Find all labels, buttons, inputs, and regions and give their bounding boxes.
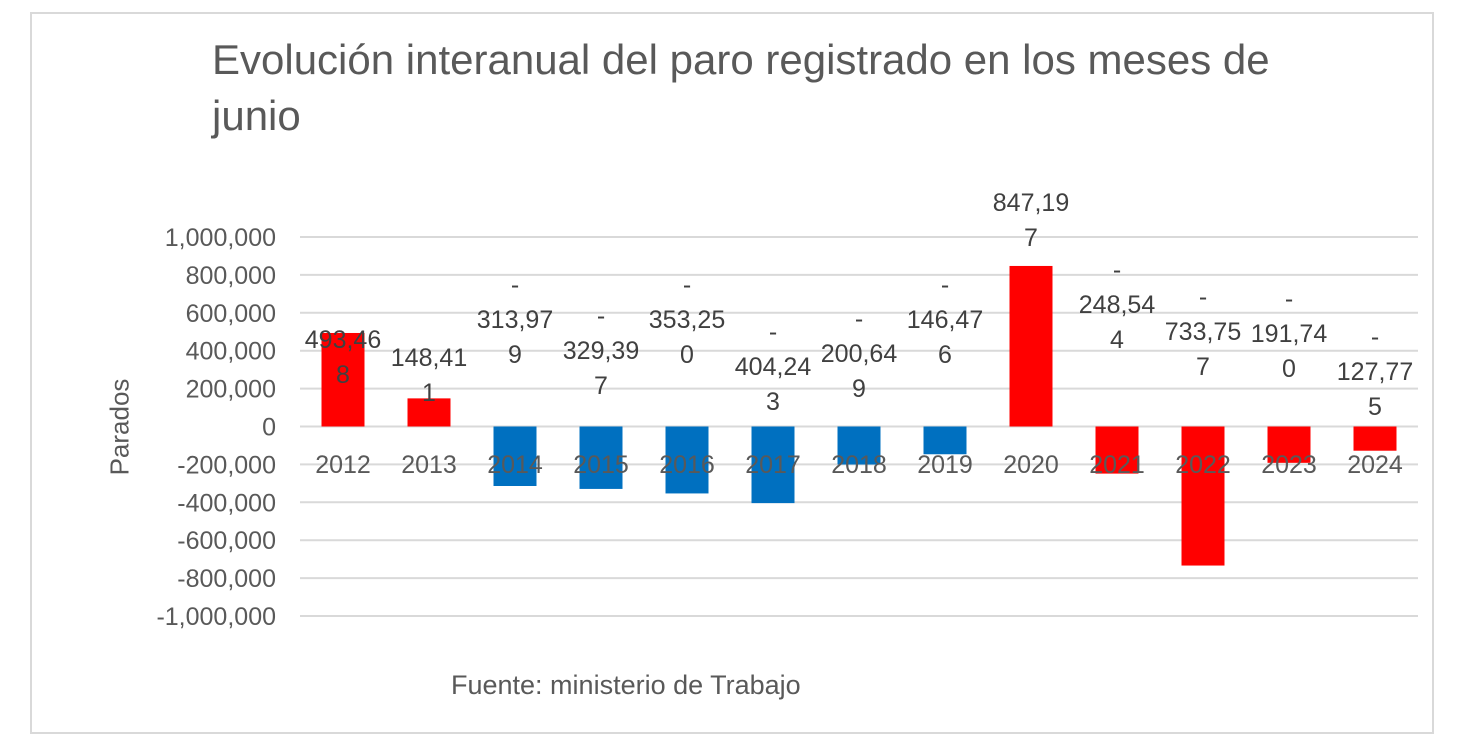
data-label-2020: 847,19 7 bbox=[993, 189, 1069, 252]
data-label-line: 127,77 bbox=[1337, 358, 1413, 386]
x-tick-label: 2013 bbox=[401, 451, 457, 479]
data-label-line: - bbox=[597, 302, 605, 330]
bar-2015 bbox=[579, 426, 623, 489]
data-label-2017: - 404,24 3 bbox=[735, 318, 812, 416]
data-label-2012: 493,46 8 bbox=[305, 326, 381, 389]
x-tick-label: 2019 bbox=[917, 451, 973, 479]
y-tick-label: 600,000 bbox=[186, 300, 276, 328]
bar-2021 bbox=[1095, 426, 1139, 474]
bar-2014 bbox=[493, 426, 537, 486]
data-label-2024: - 127,77 5 bbox=[1337, 323, 1413, 421]
data-label-line: 3 bbox=[766, 388, 780, 416]
data-label-line: - bbox=[683, 271, 691, 299]
y-tick-label: 200,000 bbox=[186, 376, 276, 404]
bar-2019 bbox=[923, 426, 967, 455]
data-label-2016: - 353,25 0 bbox=[649, 271, 725, 369]
x-tick-label: 2017 bbox=[745, 451, 801, 479]
data-label-line: - bbox=[941, 271, 949, 299]
data-label-line: 404,24 bbox=[735, 353, 812, 381]
data-label-line: 0 bbox=[680, 341, 694, 369]
x-tick-label: 2020 bbox=[1003, 451, 1059, 479]
y-tick-label: -200,000 bbox=[177, 451, 276, 479]
y-tick-label: 0 bbox=[262, 414, 276, 442]
y-tick-label: 400,000 bbox=[186, 338, 276, 366]
y-tick-label: -400,000 bbox=[177, 489, 276, 517]
data-label-line: 0 bbox=[1282, 355, 1296, 383]
data-label-line: - bbox=[1199, 283, 1207, 311]
data-label-2015: - 329,39 7 bbox=[563, 302, 639, 400]
data-label-line: 353,25 bbox=[649, 306, 725, 334]
source-note: Fuente: ministerio de Trabajo bbox=[451, 670, 801, 700]
data-label-line: 148,41 bbox=[391, 344, 467, 372]
chart-title: Evolución interanual del paro registrado… bbox=[212, 36, 1270, 139]
data-label-2022: - 733,75 7 bbox=[1165, 283, 1241, 381]
data-label-line: 313,97 bbox=[477, 306, 553, 334]
y-tick-label: -600,000 bbox=[177, 527, 276, 555]
data-label-line: 146,47 bbox=[907, 306, 983, 334]
data-label-line: 1 bbox=[422, 379, 436, 407]
data-label-2021: - 248,54 4 bbox=[1079, 256, 1156, 354]
x-tick-label: 2014 bbox=[487, 451, 543, 479]
data-label-line: - bbox=[1371, 323, 1379, 351]
y-tick-label: -800,000 bbox=[177, 565, 276, 593]
bar-2022 bbox=[1181, 426, 1225, 566]
data-label-line: 7 bbox=[594, 372, 608, 400]
data-label-line: 248,54 bbox=[1079, 291, 1156, 319]
x-tick-label: 2024 bbox=[1347, 451, 1403, 479]
bar-2016 bbox=[665, 426, 709, 494]
bar-2018 bbox=[837, 426, 881, 465]
chart-frame bbox=[30, 12, 1434, 734]
x-tick-label: 2018 bbox=[831, 451, 887, 479]
data-label-2023: - 191,74 0 bbox=[1251, 285, 1328, 383]
x-tick-label: 2023 bbox=[1261, 451, 1317, 479]
data-label-2014: - 313,97 9 bbox=[477, 271, 553, 369]
data-label-line: 9 bbox=[508, 341, 522, 369]
data-label-line: 200,64 bbox=[821, 340, 898, 368]
data-label-line: - bbox=[1285, 285, 1293, 313]
bar-2024 bbox=[1353, 426, 1397, 451]
data-label-line: 8 bbox=[336, 361, 350, 389]
data-label-line: - bbox=[511, 271, 519, 299]
data-label-line: 329,39 bbox=[563, 337, 639, 365]
data-label-line: 4 bbox=[1110, 326, 1124, 354]
data-label-2013: 148,41 1 bbox=[391, 344, 467, 407]
data-label-2019: - 146,47 6 bbox=[907, 271, 983, 369]
bar-2017 bbox=[751, 426, 795, 504]
x-tick-label: 2022 bbox=[1175, 451, 1231, 479]
x-tick-label: 2016 bbox=[659, 451, 715, 479]
x-tick-label: 2021 bbox=[1089, 451, 1145, 479]
data-label-line: - bbox=[1113, 256, 1121, 284]
data-label-line: 493,46 bbox=[305, 326, 381, 354]
bar-2012 bbox=[321, 332, 365, 427]
data-label-line: 7 bbox=[1024, 224, 1038, 252]
y-tick-label: -1,000,000 bbox=[156, 603, 276, 631]
x-tick-label: 2012 bbox=[315, 451, 371, 479]
x-tick-label: 2015 bbox=[573, 451, 629, 479]
bar-2023 bbox=[1267, 426, 1311, 463]
data-label-line: 6 bbox=[938, 341, 952, 369]
data-label-line: 9 bbox=[852, 375, 866, 403]
data-label-line: - bbox=[769, 318, 777, 346]
y-tick-label: 1,000,000 bbox=[165, 224, 276, 252]
data-label-line: 191,74 bbox=[1251, 320, 1328, 348]
data-label-line: 847,19 bbox=[993, 189, 1069, 217]
data-label-line: 7 bbox=[1196, 353, 1210, 381]
bar-2013 bbox=[407, 398, 451, 427]
data-label-line: 5 bbox=[1368, 393, 1382, 421]
bar-2020 bbox=[1009, 265, 1053, 427]
data-label-line: 733,75 bbox=[1165, 318, 1241, 346]
data-label-2018: - 200,64 9 bbox=[821, 305, 898, 403]
data-label-line: - bbox=[855, 305, 863, 333]
y-tick-label: 800,000 bbox=[186, 262, 276, 290]
